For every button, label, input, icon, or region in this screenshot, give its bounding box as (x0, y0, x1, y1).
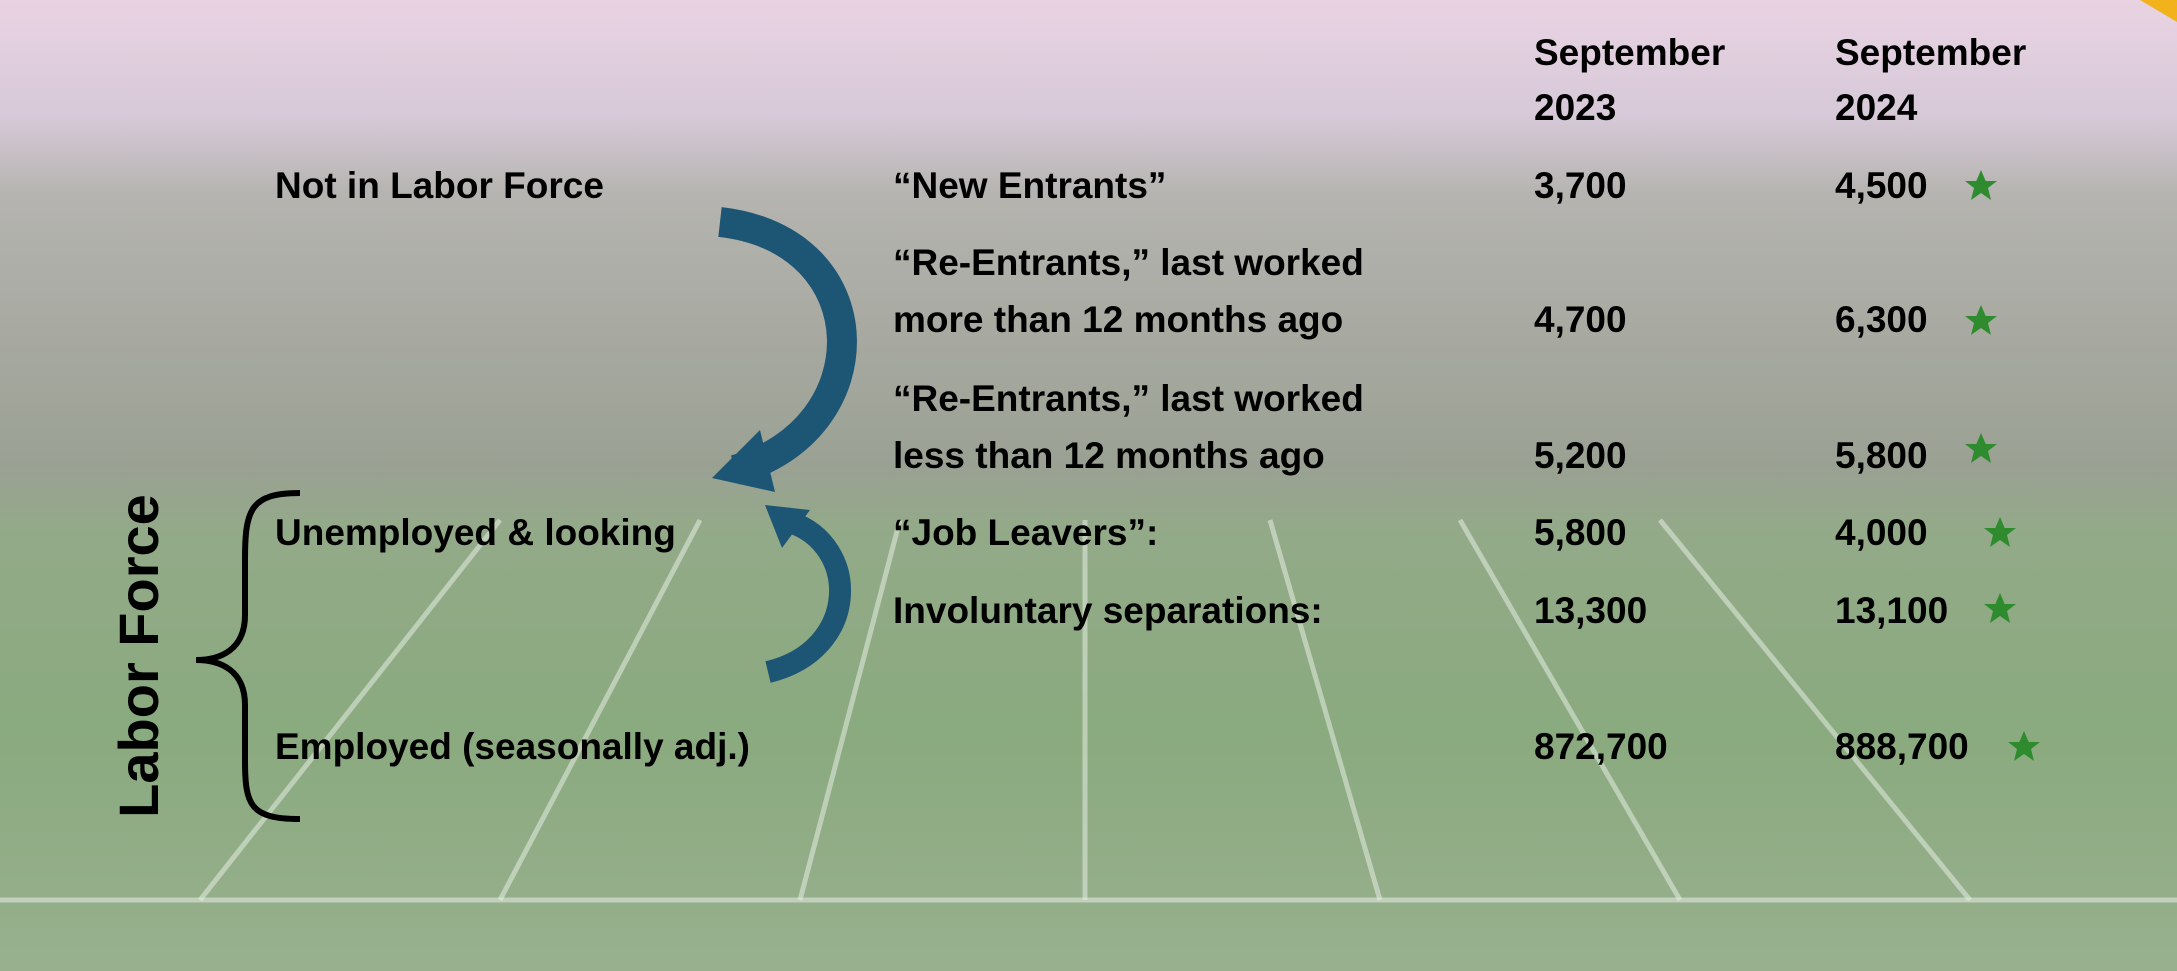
star (2008, 731, 2040, 761)
cell: 5,800 (1835, 435, 1928, 476)
star (1965, 433, 1997, 463)
arrow-head (765, 505, 810, 548)
cell: 13,300 (1534, 590, 1648, 631)
header-line: September (1835, 32, 2027, 73)
cell: 4,500 (1835, 165, 1928, 206)
brace (195, 490, 301, 822)
star (1965, 170, 1997, 200)
star (1984, 593, 2016, 623)
cell: 13,100 (1835, 590, 1949, 631)
cell: 5,800 (1534, 512, 1627, 553)
field-lines (0, 518, 2177, 903)
cell: 4,700 (1534, 299, 1627, 340)
star (1965, 305, 1997, 335)
cell: “Job Leavers”: (893, 512, 1159, 553)
arrow (765, 511, 852, 683)
cell: Involuntary separations: (893, 590, 1323, 631)
corner (2140, 0, 2177, 22)
arrow-head (712, 430, 775, 492)
cell: 3,700 (1534, 165, 1627, 206)
star (1984, 517, 2016, 547)
cell: 6,300 (1835, 299, 1928, 340)
group-label: Employed (seasonally adj.) (275, 726, 750, 767)
cell: 4,000 (1835, 512, 1928, 553)
cell: “New Entrants” (893, 165, 1167, 206)
cell: 888,700 (1835, 726, 1969, 767)
cell: “Re-Entrants,” last worked (893, 242, 1364, 283)
arrow (718, 207, 857, 485)
cell: “Re-Entrants,” last worked (893, 378, 1364, 419)
header-line: 2024 (1835, 87, 1918, 128)
header-line: September (1534, 32, 1726, 73)
cell: 872,700 (1534, 726, 1668, 767)
cell: 5,200 (1534, 435, 1627, 476)
cell: more than 12 months ago (893, 299, 1344, 340)
labor-force-label: Labor Force (107, 494, 170, 818)
group-label: Unemployed & looking (275, 512, 676, 553)
header-line: 2023 (1534, 87, 1617, 128)
group-label: Not in Labor Force (275, 165, 604, 206)
stars (1965, 170, 2040, 761)
cell: less than 12 months ago (893, 435, 1325, 476)
